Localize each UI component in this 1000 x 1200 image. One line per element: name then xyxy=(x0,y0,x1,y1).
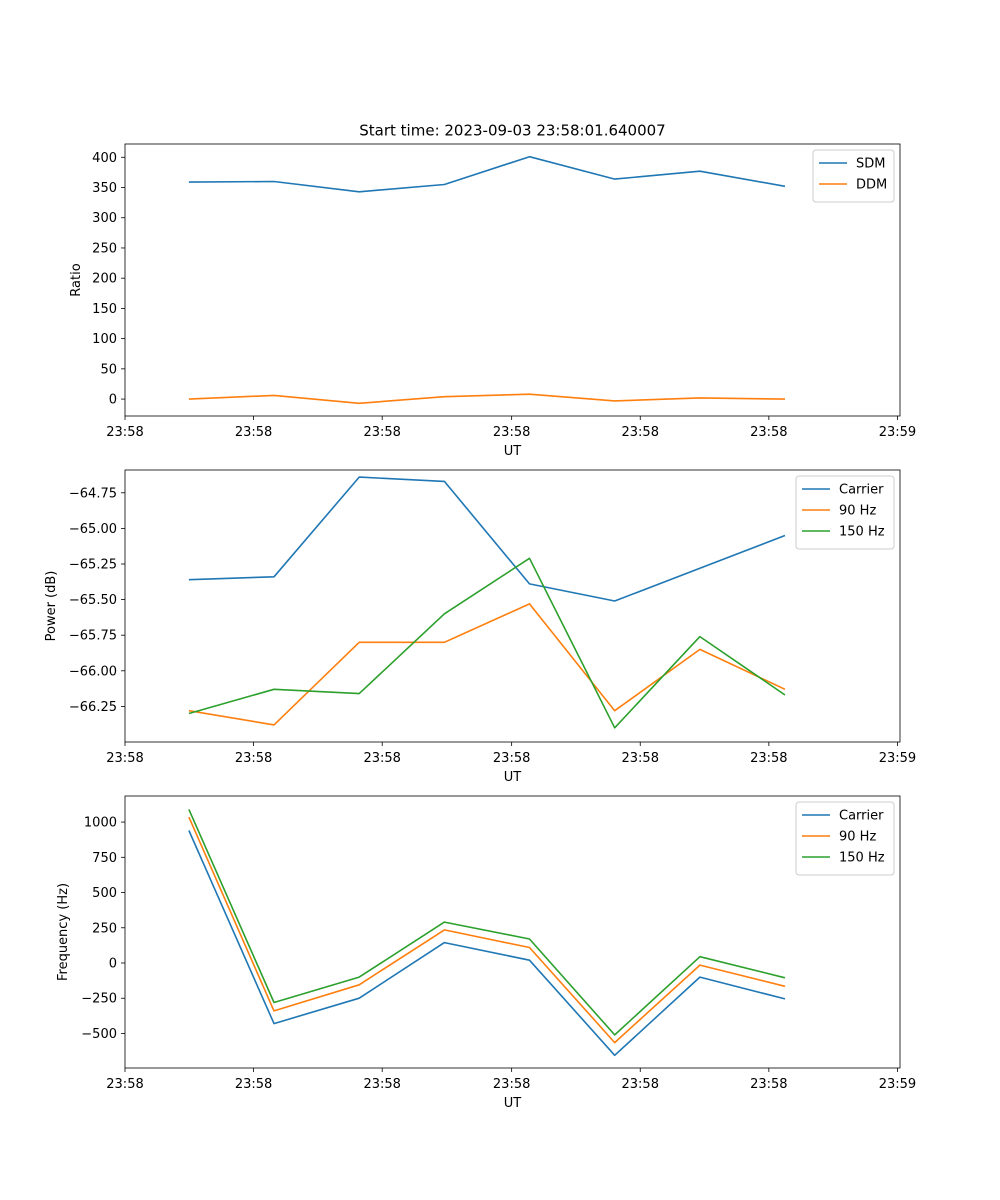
y-tick-label: −65.00 xyxy=(69,522,117,537)
y-tick-label: 500 xyxy=(92,886,117,901)
chart-panel-power: 23:58 23:58 23:58 23:58 23:58 23:58 23:59 −66.2… xyxy=(44,469,916,785)
series-line-carrier xyxy=(188,476,786,602)
x-tick-label: 23:58 xyxy=(363,425,400,440)
figure-title: Start time: 2023-09-03 23:58:01.640007 xyxy=(359,122,665,140)
y-axis-label: Frequency (Hz) xyxy=(56,883,71,981)
x-tick-label: 23:58 xyxy=(235,425,272,440)
y-tick-label: 150 xyxy=(92,302,117,317)
y-axis-label: Ratio xyxy=(69,263,84,296)
y-tick-label: 0 xyxy=(109,957,117,972)
series-line-90-hz xyxy=(188,816,786,1044)
series-line-90-hz xyxy=(188,603,786,726)
y-tick-label: 400 xyxy=(92,151,117,166)
y-tick-label: −65.50 xyxy=(69,593,117,608)
x-tick-label: 23:58 xyxy=(622,1077,659,1092)
y-tick-label: −66.25 xyxy=(69,700,117,715)
y-tick-label: 100 xyxy=(92,332,117,347)
series-line-sdm xyxy=(188,155,786,193)
axes-frame xyxy=(124,795,901,1069)
x-tick-label: 23:59 xyxy=(879,425,916,440)
y-tick-label: 200 xyxy=(92,272,117,287)
x-tick-label: 23:58 xyxy=(493,425,530,440)
x-axis-label: UT xyxy=(504,444,522,459)
x-tick-label: 23:59 xyxy=(879,751,916,766)
y-tick-label: −64.75 xyxy=(69,486,117,501)
y-tick-label: 50 xyxy=(100,362,117,377)
series-line-150-hz xyxy=(188,557,786,729)
legend-label: 150 Hz xyxy=(839,851,885,866)
series-line-carrier xyxy=(188,830,786,1057)
legend-label: 150 Hz xyxy=(839,525,885,540)
x-tick-label: 23:58 xyxy=(750,751,787,766)
y-tick-label: −250 xyxy=(81,992,117,1007)
y-tick-label: 250 xyxy=(92,241,117,256)
axes-frame xyxy=(124,143,901,417)
series-line-150-hz xyxy=(188,809,786,1036)
x-tick-label: 23:58 xyxy=(235,751,272,766)
y-tick-label: 350 xyxy=(92,181,117,196)
x-tick-label: 23:58 xyxy=(622,751,659,766)
legend-label: DDM xyxy=(856,178,887,193)
x-tick-label: 23:58 xyxy=(363,751,400,766)
y-tick-label: −500 xyxy=(81,1027,117,1042)
x-tick-label: 23:58 xyxy=(106,751,143,766)
legend-label: Carrier xyxy=(839,809,884,824)
y-tick-label: −66.00 xyxy=(69,664,117,679)
x-tick-label: 23:58 xyxy=(750,1077,787,1092)
x-tick-label: 23:58 xyxy=(235,1077,272,1092)
x-tick-label: 23:58 xyxy=(106,425,143,440)
x-tick-label: 23:58 xyxy=(106,1077,143,1092)
x-axis-label: UT xyxy=(504,1096,522,1111)
x-tick-label: 23:58 xyxy=(750,425,787,440)
chart-panel-ratio: 23:58 23:58 23:58 23:58 23:58 23:58 23:59 0 50 10… xyxy=(69,143,916,459)
x-tick-label: 23:58 xyxy=(493,1077,530,1092)
y-tick-label: 250 xyxy=(92,921,117,936)
legend-label: SDM xyxy=(856,157,885,172)
x-tick-label: 23:59 xyxy=(879,1077,916,1092)
y-tick-label: 0 xyxy=(109,393,117,408)
series-line-ddm xyxy=(188,393,786,405)
x-tick-label: 23:58 xyxy=(493,751,530,766)
y-tick-label: −65.75 xyxy=(69,629,117,644)
legend-label: 90 Hz xyxy=(839,504,876,519)
x-tick-label: 23:58 xyxy=(622,425,659,440)
y-tick-label: 750 xyxy=(92,851,117,866)
axes-frame xyxy=(124,469,901,743)
legend-label: 90 Hz xyxy=(839,830,876,845)
chart-panel-frequency: 23:58 23:58 23:58 23:58 23:58 23:58 23:59 −500 −… xyxy=(56,795,916,1111)
x-axis-label: UT xyxy=(504,770,522,785)
x-tick-label: 23:58 xyxy=(363,1077,400,1092)
y-tick-label: 300 xyxy=(92,211,117,226)
y-tick-label: 1000 xyxy=(84,816,117,831)
legend-label: Carrier xyxy=(839,483,884,498)
y-tick-label: −65.25 xyxy=(69,557,117,572)
y-axis-label: Power (dB) xyxy=(44,571,59,642)
